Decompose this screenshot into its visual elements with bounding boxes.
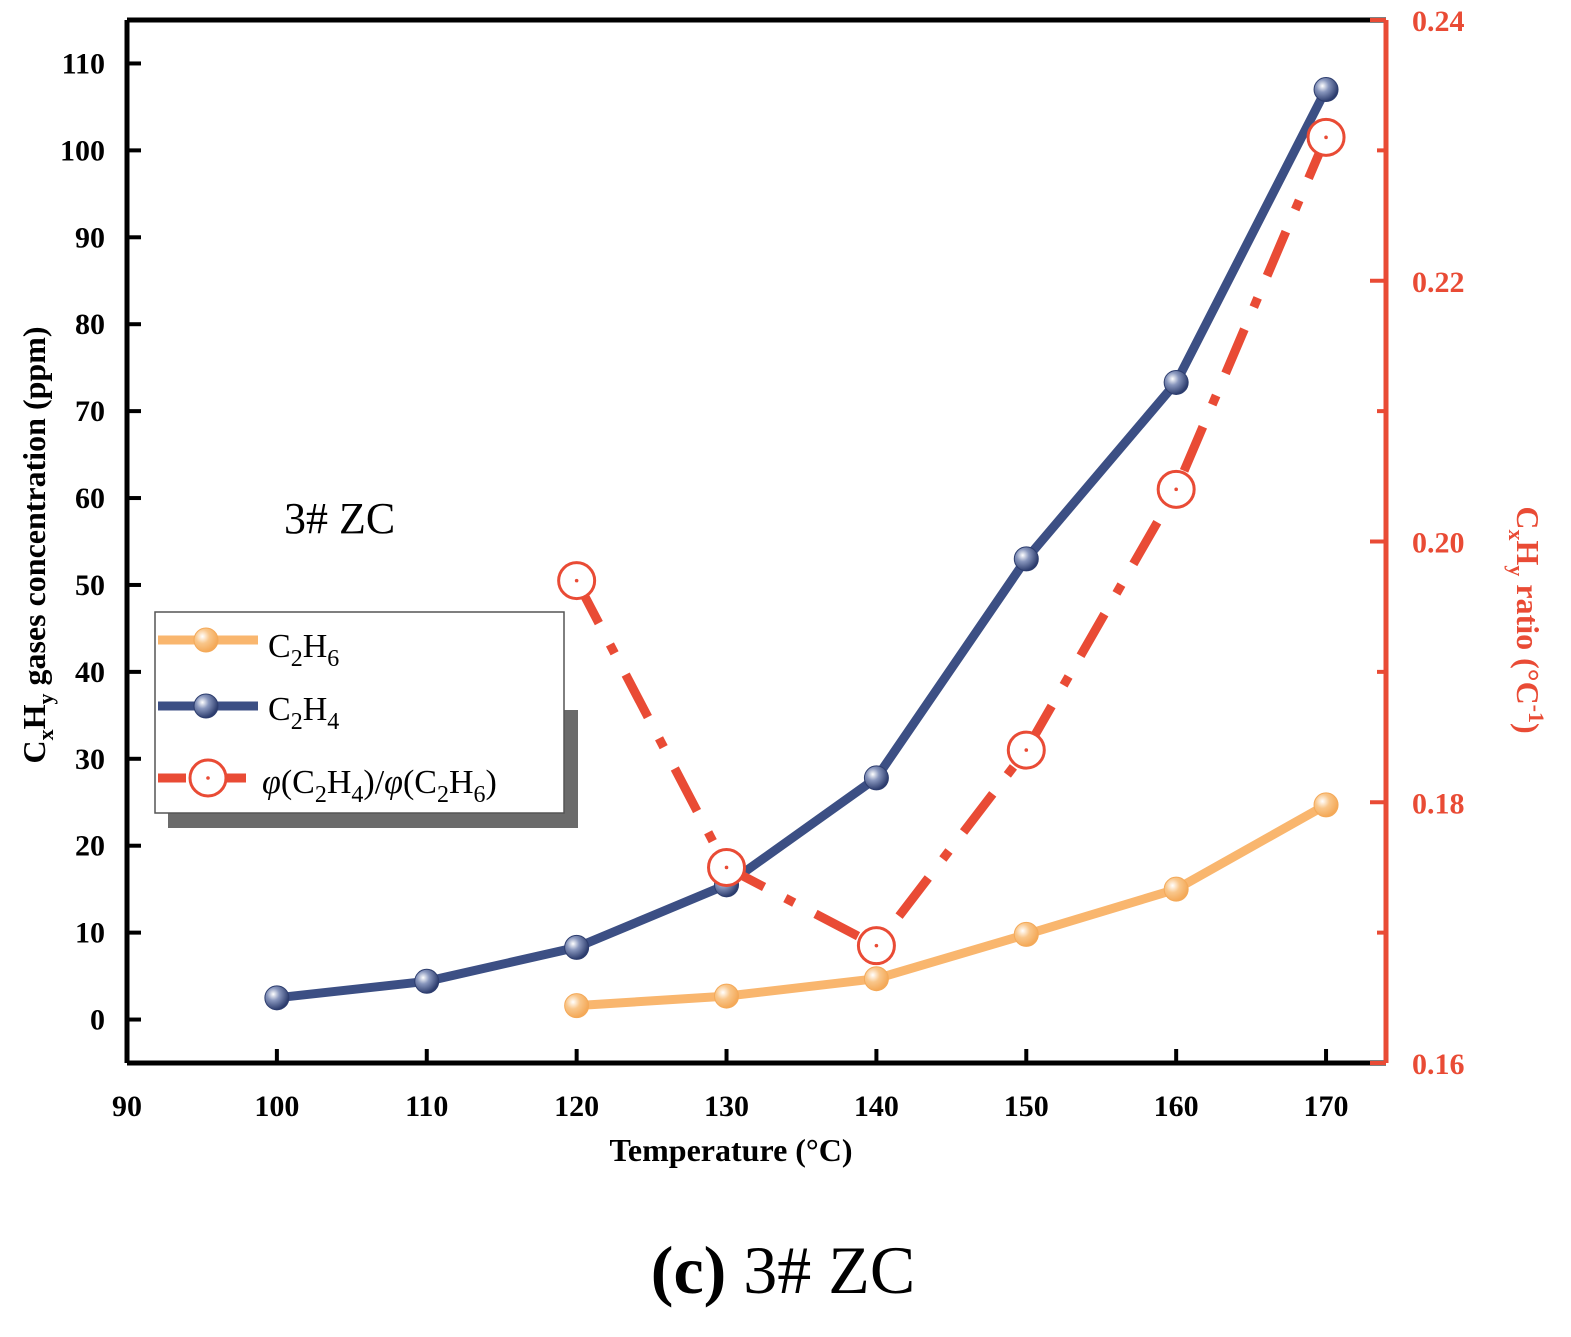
- legend: C2H6 C2H4 φ(C2H4)/φ(C2H6): [154, 611, 578, 828]
- y-tick-label: 20: [75, 830, 105, 863]
- x-tick-label: 90: [112, 1090, 142, 1123]
- c2h4-point: [1163, 369, 1189, 395]
- x-tick-label: 150: [1004, 1090, 1049, 1123]
- x-tick-label: 110: [405, 1090, 448, 1123]
- legend-marker-ratio-dot: [206, 776, 210, 780]
- c2h4-point: [863, 765, 889, 791]
- right-y-axis-ticks: 0.16 0.18 0.20 0.22 0.24: [1370, 5, 1465, 1081]
- x-axis-title: Temperature (°C): [610, 1132, 853, 1168]
- y-tick-label: 100: [60, 134, 105, 167]
- y-axis-title: CxHy gases concentration (ppm): [16, 326, 58, 763]
- c2h6-point: [714, 983, 740, 1009]
- ratio-point-center: [874, 943, 879, 948]
- ratio-point-center: [574, 578, 579, 583]
- y-tick-label: 70: [75, 395, 105, 428]
- ratio-point-center: [1324, 135, 1328, 140]
- x-tick-label: 170: [1304, 1090, 1349, 1123]
- right-y-axis-title: CxHy ratio (°C-1): [1504, 506, 1549, 733]
- y2-tick-label: 0.22: [1412, 266, 1465, 299]
- series-line-1: [276, 87, 1331, 1003]
- legend-label-ratio: φ(C2H4)/φ(C2H6): [262, 764, 497, 808]
- c2h6-point: [863, 966, 889, 992]
- c2h4-point: [414, 968, 440, 994]
- series-line-0: [576, 800, 1329, 1011]
- y-tick-label: 10: [75, 917, 105, 950]
- legend-label-c2h4: C2H4: [268, 691, 339, 735]
- c2h6-point: [1163, 876, 1189, 902]
- y-tick-label: 30: [75, 743, 105, 776]
- ratio-point-center: [1024, 748, 1029, 752]
- ratio-point-center: [1174, 487, 1178, 492]
- x-tick-label: 120: [554, 1090, 599, 1123]
- c2h4-point: [1013, 546, 1039, 572]
- y-tick-label: 0: [90, 1004, 105, 1037]
- sample-annotation: 3# ZC: [284, 494, 395, 543]
- y2-tick-label: 0.24: [1412, 5, 1465, 38]
- x-axis-ticks: 90 100 110 120 130 140 150 160 170: [112, 1049, 1349, 1123]
- y-tick-label: 90: [75, 221, 105, 254]
- y2-tick-label: 0.20: [1412, 527, 1465, 560]
- x-tick-label: 160: [1154, 1090, 1199, 1123]
- y-tick-label: 80: [75, 308, 105, 341]
- c2h6-point: [564, 993, 590, 1019]
- ratio-point-center: [724, 865, 729, 870]
- x-tick-label: 100: [254, 1090, 299, 1123]
- y2-tick-label: 0.18: [1412, 787, 1465, 820]
- y2-tick-label: 0.16: [1412, 1048, 1465, 1081]
- series-layer: [264, 77, 1346, 1019]
- y-tick-label: 40: [75, 656, 105, 689]
- left-y-axis-ticks: 0 10 20 30 40 50 60 70 80 90 100 110: [60, 47, 141, 1037]
- y-tick-label: 110: [62, 47, 105, 80]
- series-line-2: [572, 135, 1331, 951]
- figure-caption: (c) 3# ZC: [651, 1232, 915, 1308]
- y-tick-label: 50: [75, 569, 105, 602]
- c2h6-point: [1013, 921, 1039, 947]
- legend-marker-c2h4: [193, 693, 219, 719]
- c2h4-point: [564, 934, 590, 960]
- x-tick-label: 140: [854, 1090, 899, 1123]
- c2h4-point: [1313, 77, 1339, 103]
- x-tick-label: 130: [704, 1090, 749, 1123]
- legend-marker-c2h6: [193, 627, 219, 653]
- c2h4-point: [264, 985, 290, 1011]
- y-tick-label: 60: [75, 482, 105, 515]
- legend-label-c2h6: C2H6: [268, 628, 339, 672]
- c2h6-point: [1313, 792, 1339, 818]
